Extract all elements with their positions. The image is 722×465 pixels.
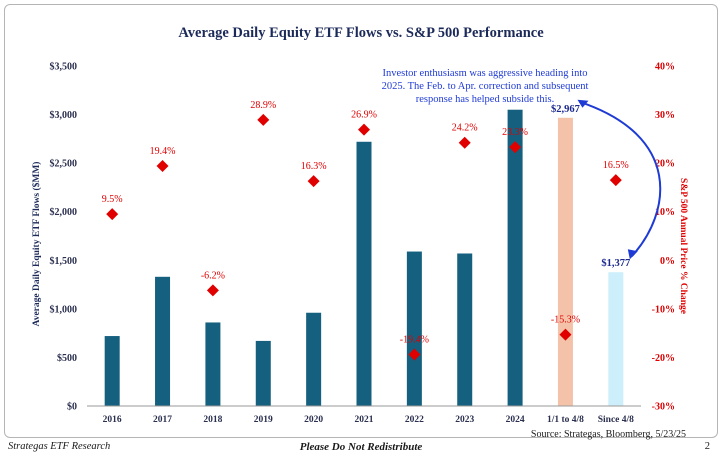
change-label: 16.5%	[603, 160, 629, 171]
y-tick-label: $3,000	[50, 110, 78, 121]
y-tick-label: $1,000	[50, 304, 78, 315]
change-marker	[559, 328, 572, 341]
change-label: 23.3%	[502, 127, 528, 138]
etf-flows-chart: Average Daily Equity ETF Flows vs. S&P 5…	[31, 25, 688, 425]
change-label: 16.3%	[301, 161, 327, 172]
x-tick-label: 2018	[203, 415, 222, 425]
y-axis-title: Average Daily Equity ETF Flows ($MM)	[31, 162, 42, 327]
change-marker	[206, 284, 219, 297]
change-label: -19.4%	[400, 335, 429, 346]
bar	[255, 340, 271, 406]
bar-value-label: $2,967	[551, 104, 580, 115]
change-marker	[458, 136, 471, 149]
x-tick-label: 2022	[405, 415, 424, 425]
bar	[507, 109, 523, 406]
x-tick-label: 2017	[153, 415, 172, 425]
y2-tick-label: -10%	[652, 304, 675, 315]
change-marker	[408, 348, 421, 361]
x-tick-label: 2024	[506, 415, 525, 425]
footer-brand: Strategas ETF Research	[8, 441, 111, 452]
annotation-line: Investor enthusiasm was aggressive headi…	[383, 68, 588, 79]
y-tick-label: $2,500	[50, 159, 78, 170]
bar	[457, 253, 473, 406]
page-number: 2	[704, 441, 710, 452]
footer-disclaimer: Please Do Not Redistribute	[299, 441, 423, 453]
bar	[104, 336, 120, 406]
change-label: -15.3%	[551, 315, 580, 326]
change-marker	[358, 123, 370, 136]
y2-tick-label: 10%	[655, 207, 675, 218]
bar	[155, 276, 171, 406]
change-marker	[257, 113, 270, 126]
x-tick-label: 2020	[304, 415, 323, 425]
y2-tick-label: 30%	[655, 110, 675, 121]
x-tick-label: 2019	[254, 415, 273, 425]
change-marker	[609, 174, 622, 187]
bar	[356, 141, 372, 406]
y2-tick-label: 40%	[655, 62, 675, 73]
x-tick-label: 2016	[103, 415, 122, 425]
x-tick-label: 2021	[355, 415, 374, 425]
change-marker	[106, 208, 119, 221]
source-note: Source: Strategas, Bloomberg, 5/23/25	[530, 429, 686, 440]
y2-tick-label: 20%	[655, 159, 675, 170]
arrowhead-top	[577, 99, 589, 108]
bar	[557, 117, 573, 406]
change-label: 19.4%	[150, 146, 176, 157]
y-tick-label: $2,000	[50, 207, 78, 218]
y-tick-label: $0	[67, 402, 77, 413]
connector-arrow	[579, 100, 662, 257]
x-tick-label: Since 4/8	[598, 415, 634, 425]
change-label: 24.2%	[452, 123, 478, 134]
chart-title: Average Daily Equity ETF Flows vs. S&P 5…	[178, 25, 544, 41]
change-label: 9.5%	[102, 194, 123, 205]
arrowhead-bottom	[627, 249, 638, 260]
y2-tick-label: -20%	[652, 353, 675, 364]
y-tick-label: $3,500	[50, 62, 78, 73]
change-marker	[156, 160, 169, 173]
x-tick-label: 2023	[455, 415, 474, 425]
change-marker	[307, 175, 320, 188]
y2-axis-title: S&P 500 Annual Price % Change	[678, 178, 688, 314]
annotation-line: 2025. The Feb. to Apr. correction and su…	[382, 81, 589, 92]
chart-frame: Average Daily Equity ETF Flows vs. S&P 5…	[4, 4, 718, 438]
y-tick-label: $1,500	[50, 256, 78, 267]
bar	[205, 322, 221, 406]
change-label: 26.9%	[351, 110, 377, 121]
x-tick-label: 1/1 to 4/8	[547, 415, 584, 425]
y2-tick-label: 0%	[660, 256, 675, 267]
bar	[406, 251, 422, 406]
change-label: 28.9%	[250, 100, 276, 111]
y2-tick-label: -30%	[652, 402, 675, 413]
bar-value-label: $1,377	[601, 258, 630, 269]
y-tick-label: $500	[57, 353, 77, 364]
change-label: -6.2%	[201, 270, 225, 281]
bar	[608, 272, 624, 406]
annotation-line: response has helped subside this.	[416, 94, 555, 105]
bar	[306, 312, 322, 406]
